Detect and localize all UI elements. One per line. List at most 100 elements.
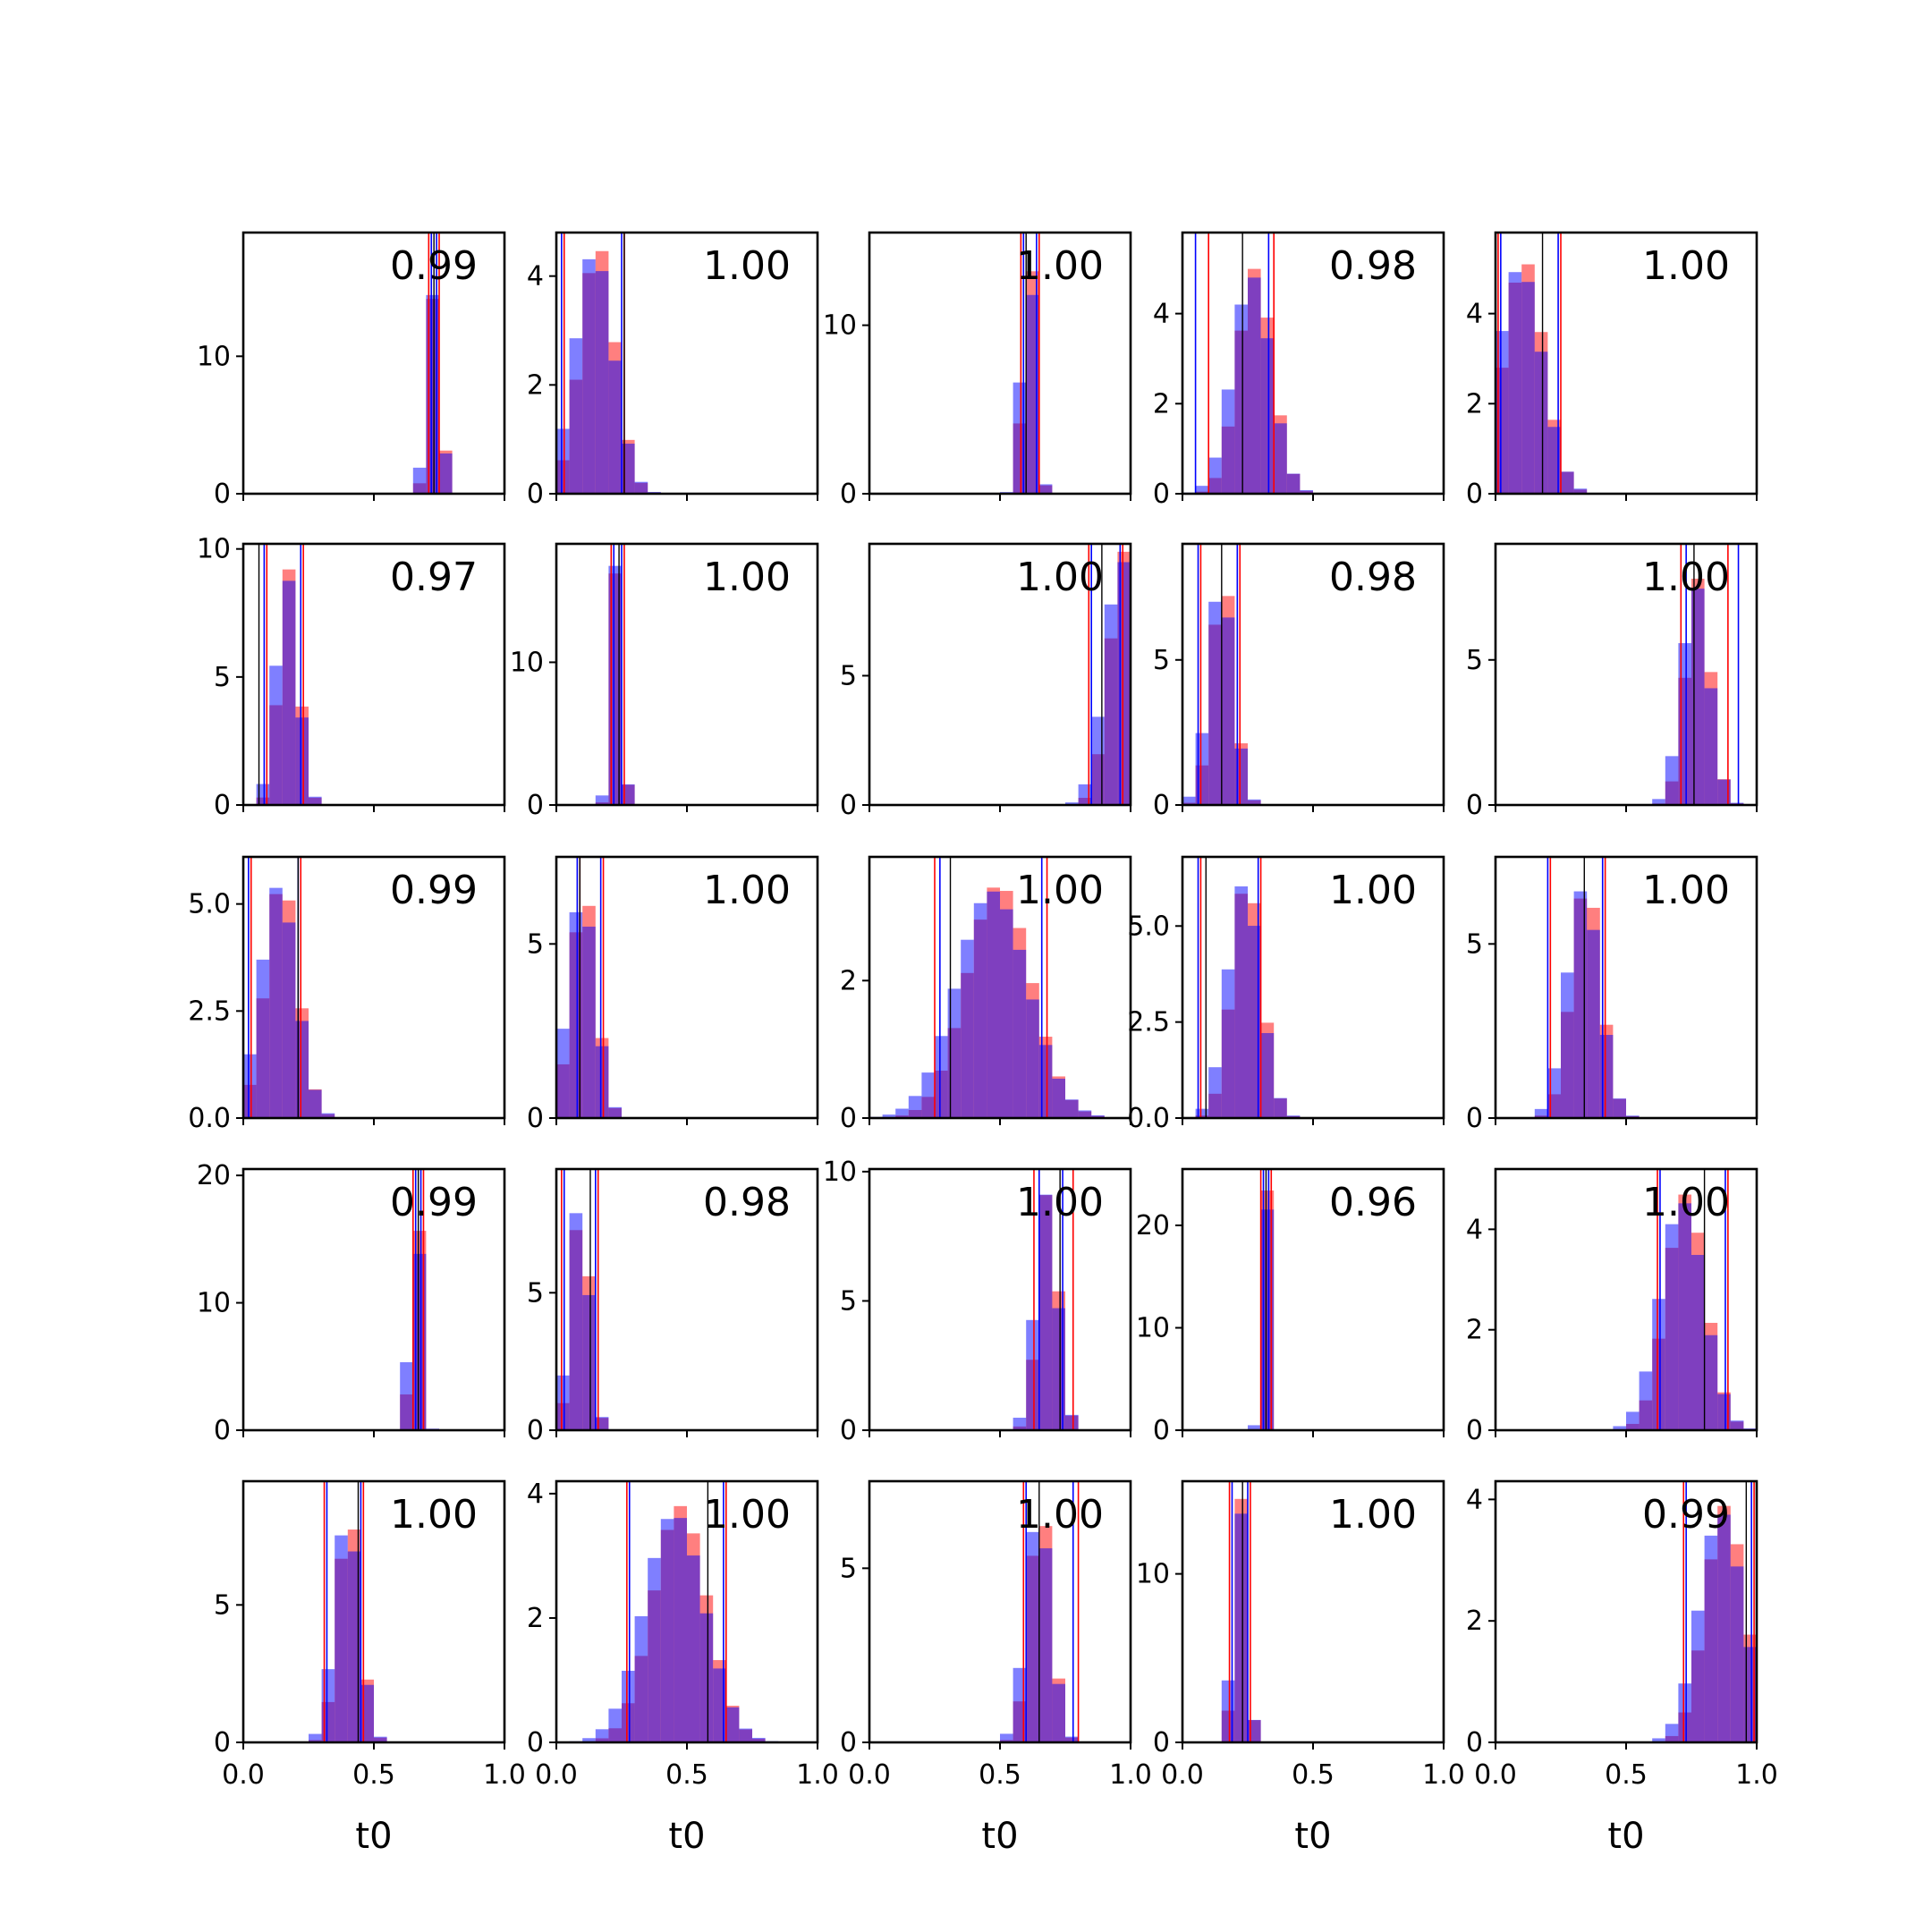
panel-annotation: 0.98 [1329, 243, 1417, 289]
panel-annotation: 1.00 [1642, 243, 1730, 289]
hist-bar-blue [582, 1738, 596, 1742]
hist-bar-blue [1260, 1032, 1275, 1118]
hist-bar-blue [1208, 457, 1222, 494]
y-tick-label: 5 [1153, 645, 1170, 676]
hist-bar-blue [1652, 1738, 1665, 1742]
hist-bar-blue [1521, 282, 1535, 494]
y-tick-label: 2 [527, 1603, 544, 1634]
panel-4-5: 0 2 4 1.00 [1466, 1167, 1758, 1446]
hist-bar-blue [1221, 969, 1235, 1118]
hist-bar-blue [1065, 802, 1079, 805]
hist-bar-blue [1534, 1108, 1548, 1118]
hist-bar-blue [1248, 1425, 1261, 1430]
plot-area [1065, 544, 1131, 805]
panel-annotation: 1.00 [1016, 555, 1104, 600]
hist-bar-blue [1665, 1224, 1679, 1430]
hist-bar-blue [1573, 488, 1588, 494]
panel-3-5: 051.00 [1466, 855, 1758, 1134]
plot-area [1652, 544, 1744, 805]
hist-bar-blue [569, 338, 583, 494]
panel-annotation: 0.99 [1642, 1492, 1730, 1538]
y-tick-label: 0 [1466, 1727, 1483, 1758]
panel-5-2: 0 2 4 0.0 0.5 1.0 1.00 t0 [527, 1479, 839, 1857]
hist-bar-blue [908, 1096, 922, 1118]
panel-annotation: 0.97 [390, 555, 478, 600]
panel-5-1: 0 5 0.0 0.5 1.0 1.00 t0 [214, 1479, 526, 1857]
hist-bar-blue [961, 939, 974, 1118]
hist-bar-blue [1013, 949, 1027, 1118]
x-tick-label: 0.5 [1605, 1759, 1648, 1791]
y-tick-label: 5 [214, 662, 231, 693]
hist-bar-blue [1260, 338, 1275, 494]
x-tick-label: 1.0 [796, 1759, 839, 1791]
y-tick-label: 0 [1153, 479, 1170, 510]
hist-bar-blue [1678, 1683, 1691, 1742]
y-tick-label: 0 [1466, 479, 1483, 510]
y-tick-label: 4 [1466, 1484, 1483, 1515]
hist-bar-blue [1038, 1194, 1053, 1430]
panel-annotation: 1.00 [703, 243, 791, 289]
panel-annotation: 1.00 [703, 868, 791, 913]
y-tick-label: 4 [527, 261, 544, 292]
hist-bar-blue [1587, 929, 1600, 1118]
plot-area [1248, 1169, 1275, 1430]
panel-annotation: 0.99 [390, 1180, 478, 1225]
hist-bar-blue [1195, 1108, 1209, 1118]
hist-bar-blue [752, 1737, 766, 1742]
hist-bar-blue [1052, 1683, 1065, 1742]
hist-bar-blue [1248, 277, 1261, 494]
hist-bar-blue [1234, 1513, 1248, 1742]
y-tick-label: 0 [214, 479, 231, 510]
hist-bar-blue [1013, 1418, 1027, 1430]
y-tick-label: 0 [527, 1103, 544, 1134]
plot-area [309, 1481, 387, 1742]
hist-bar-blue [699, 1613, 714, 1742]
plot-area [869, 857, 1105, 1118]
hist-bar-blue [1534, 352, 1548, 494]
y-tick-label: 5 [527, 928, 544, 960]
panel-2-5: 051.00 [1466, 542, 1758, 821]
hist-bar-blue [1678, 1203, 1691, 1430]
y-tick-label: 10 [197, 341, 231, 372]
hist-bar-blue [595, 1729, 609, 1742]
hist-bar-blue [1730, 1420, 1744, 1430]
plot-area [1013, 1169, 1079, 1430]
y-tick-label: 10 [823, 310, 857, 342]
y-tick-label: 5 [527, 1277, 544, 1309]
hist-bar-blue [400, 1361, 413, 1430]
y-tick-label: 2.5 [1127, 1007, 1170, 1038]
hist-bar-blue [1286, 1115, 1301, 1118]
panel-1-4: 0 2 4 0.98 [1153, 231, 1445, 510]
plot-area [556, 1169, 609, 1430]
hist-bar-blue [1704, 688, 1718, 805]
x-tick-label: 0.5 [1292, 1759, 1335, 1791]
hist-bar-blue [882, 1114, 896, 1118]
panel-1-1: 0 10 0.99 [197, 231, 506, 510]
hist-bar-blue [321, 1113, 335, 1118]
hist-bar-blue [374, 1736, 387, 1742]
hist-bar-blue [1691, 589, 1705, 805]
hist-bar-blue [295, 717, 309, 805]
panel-2-3: 051.00 [840, 542, 1132, 821]
y-tick-label: 0 [1153, 1727, 1170, 1758]
y-tick-label: 0 [840, 1103, 857, 1134]
hist-bar-blue [282, 922, 296, 1118]
panel-2-2: 0 10 1.00 [510, 542, 819, 821]
hist-bar-blue [1026, 999, 1039, 1118]
panel-annotation: 1.00 [1642, 555, 1730, 600]
panel-3-2: 051.00 [527, 855, 819, 1134]
hist-bar-blue [1274, 423, 1287, 494]
hist-bar-blue [582, 258, 596, 494]
hist-bar-blue [1626, 1411, 1640, 1430]
plot-area [256, 544, 322, 805]
hist-bar-blue [595, 795, 609, 805]
hist-bar-blue [608, 1106, 622, 1118]
y-tick-label: 0 [1153, 790, 1170, 821]
plot-area [243, 857, 335, 1118]
x-axis-label: t0 [981, 1816, 1018, 1857]
panel-1-5: 0 2 4 1.00 [1466, 231, 1758, 510]
hist-bar-blue [608, 1708, 622, 1742]
plot-area [1652, 1481, 1757, 1742]
x-tick-label: 1.0 [1735, 1759, 1778, 1791]
panel-annotation: 1.00 [1016, 243, 1104, 289]
